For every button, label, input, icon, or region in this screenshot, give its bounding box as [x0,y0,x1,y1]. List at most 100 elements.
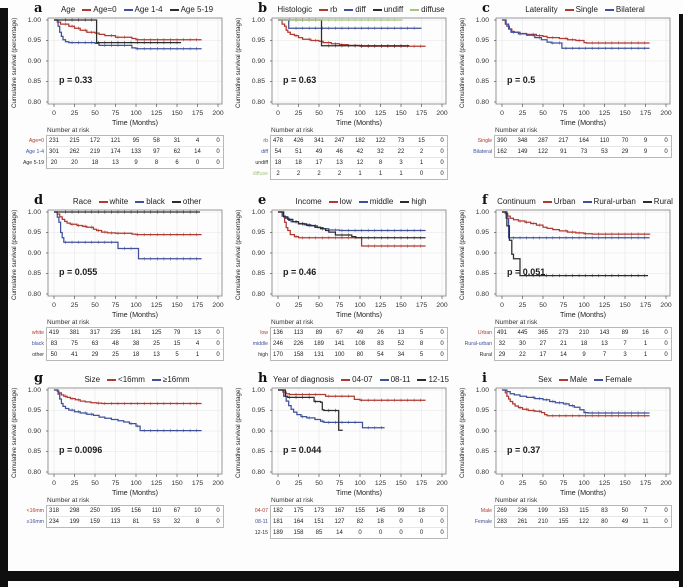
km-plot-svg: p = 0.044 [270,387,447,477]
km-plot-svg: p = 0.37 [494,387,671,477]
y-tick-label: 0.90 [251,249,265,257]
legend-entry-label: black [146,197,165,206]
x-tick-label: 175 [191,302,204,309]
risk-count: 32 [498,340,506,347]
risk-count: 48 [112,340,119,347]
p-value: p = 0.051 [507,267,545,277]
risk-count: 29 [621,148,629,155]
x-tick-label: 75 [111,110,120,117]
legend-entry-label: middle [369,197,394,206]
risk-count: 22 [519,351,526,358]
panel-legend: Sex Male Female [492,375,678,384]
risk-count: 0 [399,518,403,525]
legend-title: Size [84,375,101,384]
risk-count: 189 [313,340,324,347]
risk-table-row: Female 283 261 210 155 122 80 49 11 0 [475,516,671,527]
risk-table-row: 04-07 182 175 173 167 155 145 99 18 0 [255,506,447,516]
legend-line-sample [171,200,181,203]
x-tick-label: 200 [660,302,672,309]
risk-count: 0 [440,351,444,358]
x-tick-label: 175 [415,110,428,117]
risk-table-box: 04-07 182 175 173 167 155 145 99 18 0 08-11 181 164 1… [255,505,448,539]
risk-count: 151 [313,518,324,525]
risk-count: 22 [397,148,405,155]
risk-count: 49 [356,329,364,336]
legend-entries: rb diff undiff diffuse [319,5,445,14]
legend-line-sample [542,200,552,203]
risk-count: 53 [153,518,160,525]
x-axis-label: Time (Months) [111,488,159,497]
risk-row-label: Female [474,519,492,525]
risk-count: 250 [89,507,100,514]
legend-entry: Bilateral [604,5,645,14]
risk-count: 1 [378,170,383,177]
km-curve [502,389,650,414]
risk-count: 234 [48,518,59,525]
km-curve [54,211,202,236]
risk-row-label: ≥16mm [26,519,44,525]
y-tick-label: 1.00 [27,16,41,24]
y-tick-label: 0.90 [27,427,41,435]
risk-count: 2 [337,170,342,177]
risk-count: 15 [173,340,181,347]
risk-count: 287 [537,137,548,144]
risk-row-label: middle [252,341,268,347]
risk-count: 162 [496,148,507,155]
risk-count: 0 [419,518,424,525]
y-tick-label: 0.95 [251,37,265,44]
km-curve [502,211,648,277]
legend-entry: black [135,197,165,206]
legend-entry: diff [344,5,366,14]
risk-count: 89 [315,329,323,336]
risk-count: 13 [336,159,343,166]
risk-count: 9 [134,159,138,166]
risk-count: 12 [356,159,364,166]
legend-entry-label: Male [569,375,588,384]
risk-count: 20 [50,159,58,166]
risk-count: 8 [419,340,424,347]
y-tick-label: 0.90 [251,427,265,435]
risk-count: 41 [71,351,78,358]
risk-count: 18 [580,340,588,347]
legend-line-sample [582,200,592,203]
x-tick-label: 50 [91,110,99,117]
x-tick-label: 75 [335,480,344,487]
risk-count: 0 [216,329,220,336]
risk-row-label: Age=0 [28,138,44,144]
risk-count: 0 [216,518,220,525]
risk-count: 9 [582,351,586,358]
x-tick-label: 125 [150,480,163,487]
x-axis-label: Time (Months) [335,118,383,127]
risk-count: 0 [216,340,220,347]
x-tick-label: 125 [374,480,387,487]
plot-area: Cumulative survival (percentage) p = 0.0… [458,209,682,320]
risk-count: 0 [419,529,424,536]
legend-entries: white black other [98,197,201,206]
risk-row-label: Rural [479,352,492,358]
risk-count: 32 [173,518,181,525]
risk-table-row: Single 390 348 287 217 164 110 70 9 0 [478,136,671,146]
y-tick-label: 0.90 [475,249,489,257]
x-tick-label: 200 [436,110,448,117]
risk-count: 54 [274,148,282,155]
photo-frame-right [679,14,683,587]
legend-line-sample [328,200,338,203]
risk-count: 95 [132,137,140,144]
risk-count: 18 [418,507,425,514]
y-tick-label: 0.85 [27,448,41,455]
risk-table-title: Number at risk [47,319,90,326]
x-axis-label: Time (Months) [335,310,383,319]
legend-line-sample [417,378,427,381]
legend-entry: 08-11 [379,375,410,384]
y-tick-label: 0.80 [251,468,265,476]
risk-table: Number at risk Single 390 348 287 217 164 110 7… [458,127,682,158]
risk-count: 51 [295,148,302,155]
legend-entry: <16mm [107,375,145,384]
x-tick-label: 75 [559,302,568,309]
legend-entries: low middle high [328,197,426,206]
p-value: p = 0.46 [283,267,316,277]
risk-count: 1 [358,170,362,177]
risk-count: 17 [539,351,547,358]
risk-count: 318 [48,507,59,514]
risk-count: 3 [623,351,627,358]
